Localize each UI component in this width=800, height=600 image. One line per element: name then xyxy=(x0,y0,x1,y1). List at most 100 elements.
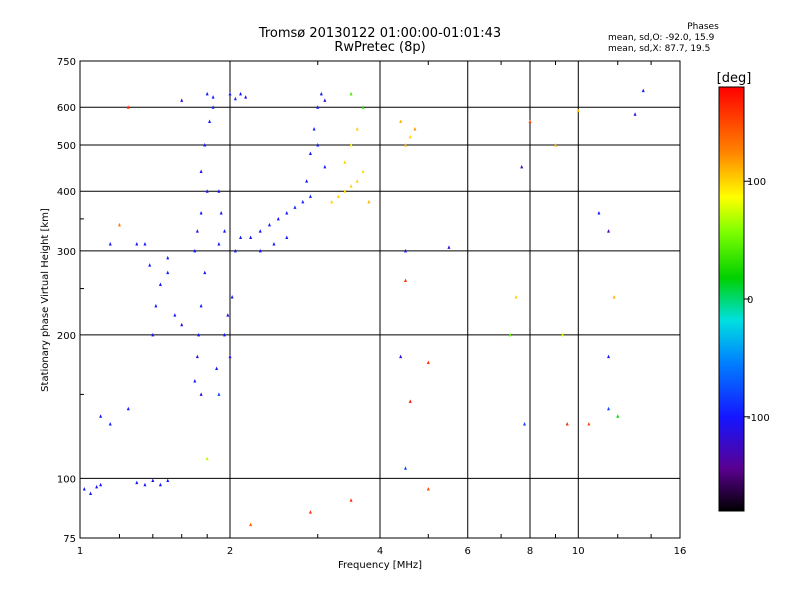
data-point xyxy=(343,160,347,164)
data-point xyxy=(316,142,320,147)
data-point xyxy=(217,242,221,246)
data-point xyxy=(349,184,353,188)
data-point xyxy=(413,127,417,131)
data-point xyxy=(523,422,527,426)
data-point xyxy=(528,119,532,124)
chart-subtitle: RwPretec (8p) xyxy=(334,40,426,55)
data-point xyxy=(565,422,569,426)
x-axis-title: Frequency [MHz] xyxy=(338,560,422,571)
data-point xyxy=(143,242,147,246)
data-point xyxy=(597,211,601,215)
colorbar-tick-label: 100 xyxy=(747,177,766,188)
data-point xyxy=(233,248,237,253)
data-point xyxy=(514,295,518,299)
data-point xyxy=(408,399,412,403)
y-tick-label: 100 xyxy=(57,474,76,485)
data-point xyxy=(228,354,232,359)
data-point xyxy=(203,142,207,147)
plot-frame xyxy=(79,60,681,539)
data-point xyxy=(367,199,371,204)
data-point xyxy=(612,295,616,299)
data-point xyxy=(211,95,215,99)
data-point xyxy=(587,422,591,426)
data-point xyxy=(272,242,276,246)
data-point xyxy=(316,105,320,109)
data-point xyxy=(217,392,221,396)
data-point xyxy=(197,332,201,337)
data-point xyxy=(308,510,312,514)
data-point xyxy=(193,379,197,383)
data-point xyxy=(293,205,297,209)
colorbar-tick-label: 0 xyxy=(747,295,753,306)
data-point xyxy=(520,164,524,169)
data-point xyxy=(426,487,430,491)
data-point xyxy=(230,295,234,299)
data-point xyxy=(158,482,162,487)
data-point xyxy=(616,414,620,418)
colorbar-label: [deg] xyxy=(717,71,752,86)
data-point xyxy=(233,96,237,101)
y-tick-label: 200 xyxy=(57,331,76,342)
data-point xyxy=(403,278,407,282)
phase-summary-x-line: mean, sd,X: 87.7, 19.5 xyxy=(608,44,711,54)
data-point xyxy=(99,482,103,487)
colorbar xyxy=(718,86,745,512)
x-tick-label: 10 xyxy=(572,546,585,557)
data-point xyxy=(193,248,197,253)
data-point xyxy=(403,142,407,147)
data-point xyxy=(117,222,121,227)
y-axis-title: Stationary phase Virtual Height [km] xyxy=(40,208,51,392)
data-point xyxy=(361,169,365,173)
data-point xyxy=(576,108,580,113)
data-point xyxy=(205,91,209,96)
data-point xyxy=(312,127,316,131)
data-point xyxy=(239,235,243,239)
data-point xyxy=(355,127,359,131)
data-point xyxy=(336,194,340,198)
data-point xyxy=(323,164,327,169)
data-point xyxy=(408,134,412,139)
data-point xyxy=(276,216,280,221)
data-point xyxy=(361,105,365,109)
data-point xyxy=(403,248,407,253)
data-point xyxy=(108,422,112,426)
data-point xyxy=(154,303,158,308)
data-point xyxy=(228,91,232,96)
data-point xyxy=(135,242,139,246)
data-point xyxy=(166,478,170,482)
data-point xyxy=(349,91,353,96)
data-point xyxy=(211,105,215,109)
x-tick-label: 1 xyxy=(77,546,83,557)
data-point xyxy=(258,248,262,253)
data-point xyxy=(447,245,451,249)
data-point xyxy=(199,392,203,396)
data-point xyxy=(208,119,212,124)
data-point xyxy=(508,332,512,337)
data-point xyxy=(607,354,611,359)
data-point xyxy=(166,255,170,260)
data-point xyxy=(180,98,184,102)
data-point xyxy=(323,98,327,102)
data-point xyxy=(349,142,353,147)
data-point xyxy=(158,282,162,286)
y-tick-label: 400 xyxy=(57,187,76,198)
data-point xyxy=(219,211,223,215)
data-point xyxy=(399,119,403,124)
data-point xyxy=(126,406,130,411)
data-point xyxy=(148,263,152,267)
data-point xyxy=(195,229,199,233)
y-tick-label: 600 xyxy=(57,103,76,114)
data-point xyxy=(89,491,93,495)
data-point xyxy=(108,242,112,246)
data-point xyxy=(143,482,147,487)
data-point xyxy=(180,322,184,327)
phase-summary: Phases mean, sd,O: -92.0, 15.9 mean, sd,… xyxy=(608,22,768,55)
data-point xyxy=(249,522,253,527)
x-ticks: 1 2 4 6 8 10 16 xyxy=(77,61,687,557)
data-point xyxy=(82,487,86,491)
x-tick-label: 16 xyxy=(674,546,687,557)
phase-summary-title: Phases xyxy=(687,22,719,32)
data-point xyxy=(244,95,248,99)
data-point xyxy=(305,179,309,183)
